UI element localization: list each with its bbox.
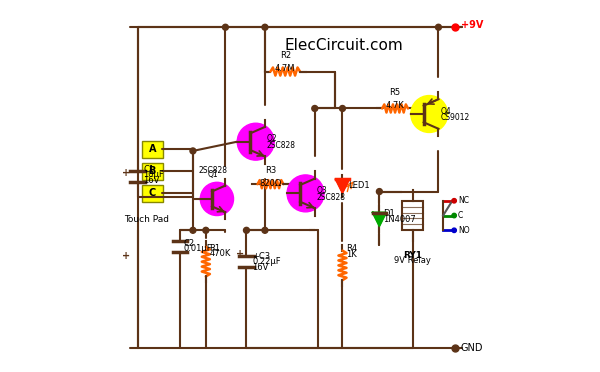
Text: R3: R3 bbox=[265, 166, 276, 175]
Text: 2SC828: 2SC828 bbox=[199, 166, 228, 175]
Circle shape bbox=[237, 123, 274, 160]
Circle shape bbox=[312, 106, 318, 112]
Circle shape bbox=[244, 227, 250, 233]
Circle shape bbox=[200, 182, 233, 215]
FancyBboxPatch shape bbox=[142, 185, 163, 202]
Text: Touch Pad: Touch Pad bbox=[124, 215, 169, 224]
Text: NO: NO bbox=[458, 226, 469, 235]
Text: +9V: +9V bbox=[461, 20, 483, 31]
Circle shape bbox=[452, 199, 457, 203]
Circle shape bbox=[190, 148, 196, 154]
Text: D1: D1 bbox=[383, 209, 395, 218]
FancyBboxPatch shape bbox=[142, 141, 163, 158]
Circle shape bbox=[340, 106, 346, 112]
Text: LED1: LED1 bbox=[348, 182, 370, 190]
Circle shape bbox=[436, 24, 442, 30]
Text: Q2: Q2 bbox=[267, 134, 277, 144]
Text: Q3: Q3 bbox=[317, 186, 328, 195]
Circle shape bbox=[262, 227, 268, 233]
Text: 1K: 1K bbox=[346, 250, 357, 259]
Circle shape bbox=[411, 96, 448, 132]
Circle shape bbox=[262, 24, 268, 30]
Text: R4: R4 bbox=[346, 244, 357, 253]
FancyBboxPatch shape bbox=[142, 163, 163, 180]
Text: 0.01μF: 0.01μF bbox=[184, 244, 212, 253]
Text: CS9012: CS9012 bbox=[440, 113, 470, 122]
Text: 16V: 16V bbox=[143, 176, 160, 185]
Text: 4.7K: 4.7K bbox=[386, 101, 404, 110]
Circle shape bbox=[203, 227, 209, 233]
Text: NC: NC bbox=[458, 196, 469, 205]
Text: 470K: 470K bbox=[209, 249, 231, 258]
Text: R5: R5 bbox=[389, 89, 401, 97]
Text: +: + bbox=[236, 249, 245, 259]
Text: C: C bbox=[149, 188, 156, 198]
Text: ElecCircuit.com: ElecCircuit.com bbox=[285, 38, 404, 53]
Text: 4.7M: 4.7M bbox=[275, 64, 295, 73]
Text: RY1: RY1 bbox=[403, 251, 422, 260]
Polygon shape bbox=[336, 179, 349, 193]
Text: 16V: 16V bbox=[252, 263, 268, 272]
Text: 820Ω: 820Ω bbox=[259, 179, 281, 187]
Text: +C3: +C3 bbox=[252, 251, 270, 261]
Circle shape bbox=[190, 227, 196, 233]
Polygon shape bbox=[373, 212, 386, 226]
Text: +: + bbox=[122, 251, 130, 261]
Text: 0.22μF: 0.22μF bbox=[252, 257, 281, 266]
Text: 2SC828: 2SC828 bbox=[267, 141, 296, 150]
Text: 9V Relay: 9V Relay bbox=[394, 256, 431, 265]
Text: C: C bbox=[458, 211, 463, 220]
Text: A: A bbox=[149, 144, 156, 154]
Text: B: B bbox=[149, 166, 156, 176]
Circle shape bbox=[376, 189, 382, 195]
Text: R2: R2 bbox=[280, 51, 291, 61]
Text: Q4: Q4 bbox=[440, 107, 451, 116]
Text: GND: GND bbox=[461, 343, 483, 353]
Text: 2SC828: 2SC828 bbox=[317, 193, 346, 202]
Text: 10μF: 10μF bbox=[143, 170, 164, 179]
Text: 1N4007: 1N4007 bbox=[383, 215, 416, 224]
Circle shape bbox=[452, 213, 457, 218]
Circle shape bbox=[452, 228, 457, 232]
Text: C2: C2 bbox=[184, 239, 195, 248]
Text: R1: R1 bbox=[209, 244, 221, 253]
Circle shape bbox=[223, 24, 229, 30]
Text: Q1: Q1 bbox=[208, 170, 218, 179]
Circle shape bbox=[287, 175, 324, 212]
Text: +: + bbox=[122, 168, 130, 178]
Text: C1: C1 bbox=[143, 165, 154, 174]
